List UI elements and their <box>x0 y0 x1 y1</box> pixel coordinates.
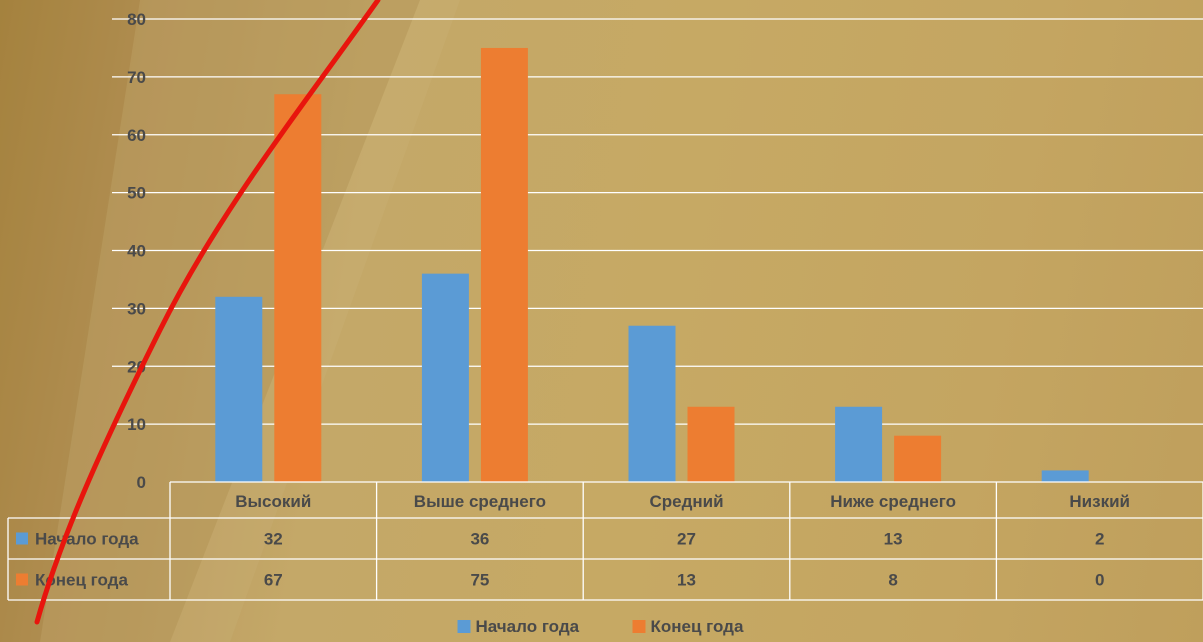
category-label: Выше среднего <box>414 492 546 511</box>
table-series-name: Начало года <box>35 530 139 549</box>
y-tick-label: 60 <box>127 126 146 145</box>
table-series-swatch <box>16 532 28 545</box>
y-tick-label: 80 <box>127 10 146 29</box>
red-curve-annotation <box>34 0 381 625</box>
bar-start-4 <box>1041 470 1089 482</box>
category-label: Высокий <box>235 492 311 511</box>
legend-label: Начало года <box>476 617 580 636</box>
bar-start-0 <box>215 296 263 482</box>
legend-swatch <box>457 620 471 633</box>
table-cell-value: 13 <box>677 571 696 590</box>
category-label: Ниже среднего <box>830 492 956 511</box>
y-tick-label: 70 <box>127 68 146 87</box>
data-table: Высокий Выше среднего Средний Ниже среднего… <box>7 481 1203 601</box>
y-tick-label: 40 <box>127 242 146 261</box>
legend-swatch <box>632 620 646 633</box>
category-label: Средний <box>649 492 723 511</box>
bar-end-0 <box>274 94 322 483</box>
table-cell-value: 27 <box>677 530 696 549</box>
bar-end-3 <box>894 435 942 482</box>
y-tick-label: 30 <box>127 299 146 318</box>
table-series-name: Конец года <box>35 571 128 590</box>
table-cell-value: 8 <box>888 571 897 590</box>
category-label: Низкий <box>1069 492 1130 511</box>
table-cell-value: 13 <box>884 530 903 549</box>
table-cell-value: 36 <box>470 530 489 549</box>
table-cell-value: 2 <box>1095 530 1104 549</box>
y-tick-label: 0 <box>137 473 146 492</box>
y-tick-label: 10 <box>127 415 146 434</box>
table-cell-value: 0 <box>1095 571 1104 590</box>
y-tick-label: 50 <box>127 184 146 203</box>
table-cell-value: 75 <box>470 571 489 590</box>
bar-start-3 <box>835 406 883 482</box>
legend: Начало года Конец года <box>457 617 744 636</box>
bar-start-2 <box>628 325 676 482</box>
bar-start-1 <box>421 273 469 482</box>
bar-end-2 <box>687 406 735 482</box>
table-cell-value: 32 <box>264 530 283 549</box>
legend-label: Конец года <box>651 617 744 636</box>
bars <box>215 47 1089 483</box>
bar-end-1 <box>480 47 528 482</box>
table-series-swatch <box>16 573 28 586</box>
table-cell-value: 67 <box>264 571 283 590</box>
